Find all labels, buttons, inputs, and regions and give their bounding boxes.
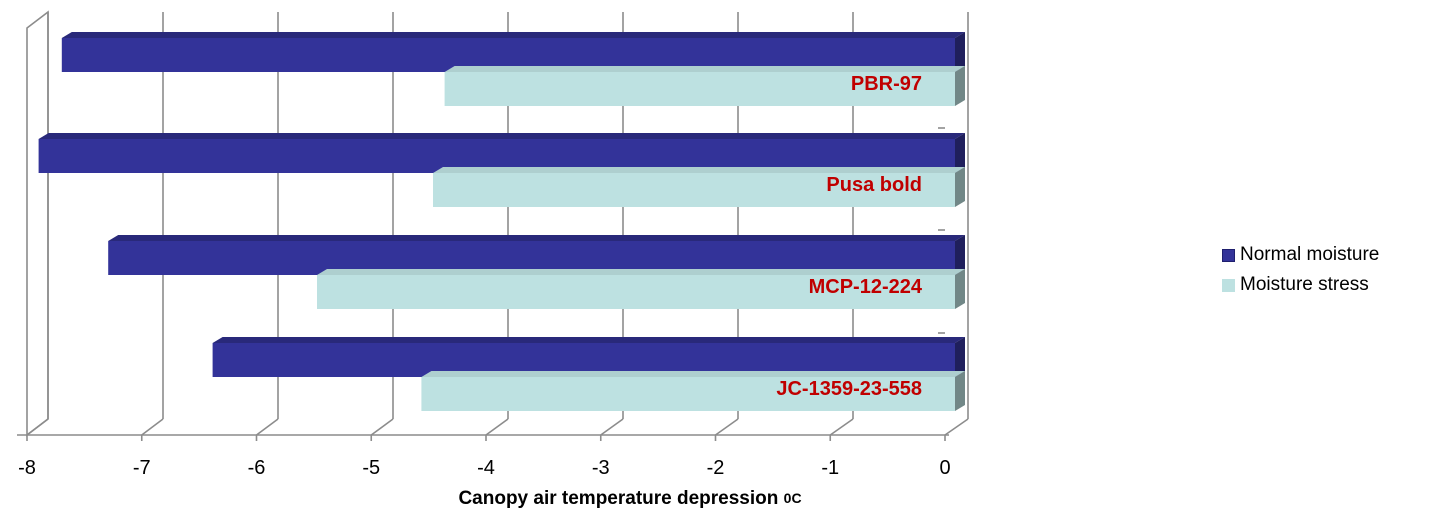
legend-swatch-moisture-stress [1222, 278, 1235, 292]
gridline-floor [600, 418, 624, 436]
x-tick-labels: -8 -7 -6 -5 -4 -3 -2 -1 0 [18, 457, 950, 479]
x-tick-label: -8 [18, 457, 36, 479]
side-wall [26, 10, 49, 437]
x-tick-label: -5 [362, 457, 380, 479]
gridline-floor [141, 418, 164, 436]
x-axis-title: Canopy air temperature depression 0C [458, 488, 801, 509]
gridline-floor [715, 418, 739, 436]
bar-moisture-stress-mcp-12-224 [317, 269, 965, 309]
x-tick-label: -2 [707, 457, 725, 479]
bar-moisture-stress-pusa-bold [433, 167, 965, 207]
gridline-floor [370, 418, 394, 436]
category-label-pusa-bold: Pusa bold [826, 174, 922, 196]
x-tick-label: -3 [592, 457, 610, 479]
bars [38, 32, 966, 411]
category-label-pbr-97: PBR-97 [851, 73, 922, 95]
category-label-jc-1359-23-558: JC-1359-23-558 [776, 378, 922, 400]
legend-label-normal-moisture: Normal moisture [1240, 244, 1380, 265]
legend-item-moisture-stress: Moisture stress [1222, 270, 1379, 300]
gridline-floor [256, 418, 279, 436]
x-tick-label: -7 [133, 457, 151, 479]
legend-swatch-normal-moisture [1222, 248, 1235, 262]
legend: Normal moisture Moisture stress [1222, 240, 1379, 300]
gridline-floor [485, 418, 509, 436]
category-labels: PBR-97 Pusa bold MCP-12-224 JC-1359-23-558 [776, 73, 923, 400]
x-tick-label: -6 [248, 457, 266, 479]
gridline-floor [944, 418, 969, 436]
x-tick-label: 0 [939, 457, 950, 479]
legend-item-normal-moisture: Normal moisture [1222, 240, 1379, 270]
x-tick-label: -4 [477, 457, 495, 479]
category-label-mcp-12-224: MCP-12-224 [809, 276, 923, 298]
gridline-floor [829, 418, 854, 436]
legend-label-moisture-stress: Moisture stress [1240, 274, 1369, 295]
x-tick-label: -1 [821, 457, 839, 479]
bar-moisture-stress-pbr-97 [444, 66, 966, 106]
bar-moisture-stress-jc-1359-23-558 [421, 371, 965, 411]
